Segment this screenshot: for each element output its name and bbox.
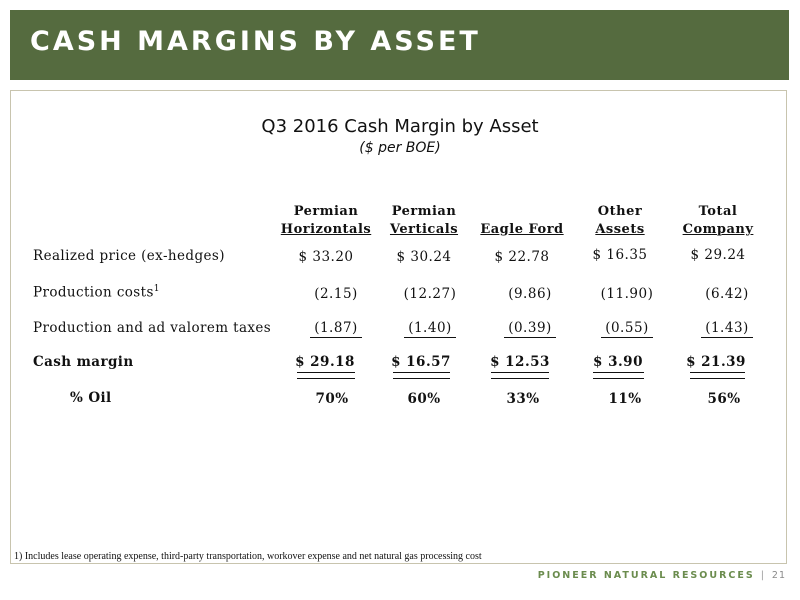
table-cell: $ 16.35 — [592, 247, 648, 263]
cell-value: (0.39) — [504, 320, 556, 338]
column-header-line1 — [467, 203, 577, 221]
table-cell: (6.42) — [705, 286, 749, 302]
double-underline — [297, 372, 355, 379]
table-cell: $ 16.57 — [391, 354, 451, 370]
table-cell: $ 22.78 — [494, 249, 550, 265]
table-cell: 60% — [407, 391, 441, 407]
header-bar — [10, 10, 789, 80]
double-underline — [593, 372, 644, 379]
column-header-line1: Other — [597, 204, 643, 219]
table-cell: $ 29.24 — [690, 247, 746, 263]
column-header-line1: Permian — [391, 204, 457, 219]
slide-title: CASH MARGINS BY ASSET — [30, 26, 481, 57]
column-header-line1: Permian — [293, 204, 359, 219]
table-cell: 56% — [707, 391, 741, 407]
column-header-line2: Company — [682, 222, 754, 237]
column-header-line1: Total — [698, 204, 738, 219]
table-cell: $ 30.24 — [396, 249, 452, 265]
footnote: 1) Includes lease operating expense, thi… — [14, 551, 482, 562]
column-header-total-company: Total Company — [663, 203, 773, 239]
column-header-permian-horizontals: Permian Horizontals — [271, 203, 381, 239]
column-header-line2: Horizontals — [280, 222, 372, 237]
column-header-line2: Eagle Ford — [480, 222, 564, 237]
table-cell: (1.40) — [375, 320, 485, 338]
table-cell: $ 12.53 — [490, 354, 550, 370]
table-cell: $ 29.18 — [295, 354, 355, 370]
row-label-realized-price: Realized price (ex-hedges) — [33, 248, 225, 264]
cell-value: (1.87) — [310, 320, 362, 338]
table-cell: (1.87) — [281, 320, 391, 338]
table-cell: (2.15) — [314, 286, 358, 302]
column-header-other-assets: Other Assets — [565, 203, 675, 239]
cell-value: (1.40) — [404, 320, 456, 338]
table-cell: $ 21.39 — [686, 354, 746, 370]
table-cell: (11.90) — [600, 286, 654, 302]
page-number: 21 — [771, 570, 786, 581]
table-cell: 11% — [608, 391, 642, 407]
column-header-permian-verticals: Permian Verticals — [369, 203, 479, 239]
footnote-mark: 1 — [153, 284, 160, 294]
cell-value: (0.55) — [601, 320, 653, 338]
table-cell: 33% — [506, 391, 540, 407]
double-underline — [690, 372, 745, 379]
table-cell: (1.43) — [672, 320, 782, 338]
table-cell: $ 3.90 — [593, 354, 643, 370]
table-subtitle: ($ per BOE) — [359, 140, 441, 156]
row-label-cash-margin: Cash margin — [33, 354, 134, 370]
row-label-production-costs: Production costs1 — [33, 284, 160, 301]
cell-value: (1.43) — [701, 320, 753, 338]
row-label-production-taxes: Production and ad valorem taxes — [33, 320, 272, 336]
table-cell: 70% — [315, 391, 349, 407]
row-label-text: Production costs — [33, 284, 154, 301]
column-header-eagle-ford: Eagle Ford — [467, 203, 577, 239]
table-cell: $ 33.20 — [298, 249, 354, 265]
table-cell: (9.86) — [508, 286, 552, 302]
row-label-percent-oil: % Oil — [70, 390, 112, 406]
double-underline — [491, 372, 549, 379]
footer-brand: PIONEER NATURAL RESOURCES | 21 — [538, 570, 786, 581]
content-frame — [10, 90, 787, 564]
table-cell: (0.55) — [572, 320, 682, 338]
table-cell: (0.39) — [475, 320, 585, 338]
column-header-line2: Verticals — [389, 222, 459, 237]
footer-separator: | — [760, 570, 766, 581]
table-title: Q3 2016 Cash Margin by Asset — [261, 116, 539, 137]
column-header-line2: Assets — [595, 222, 645, 237]
table-cell: (12.27) — [403, 286, 457, 302]
double-underline — [393, 372, 450, 379]
brand-name: PIONEER NATURAL RESOURCES — [537, 570, 755, 581]
